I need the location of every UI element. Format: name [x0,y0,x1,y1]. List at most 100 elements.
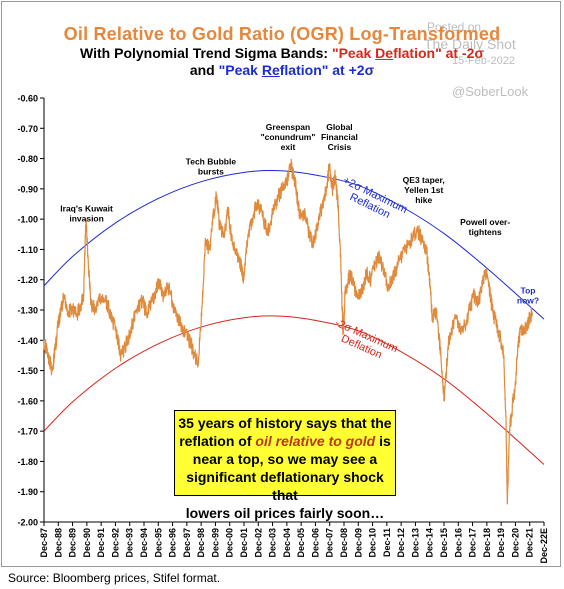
x-tick-label: Dec-22E [539,528,549,564]
ogr-data-point [517,345,519,347]
ogr-data-point [54,348,56,350]
annotation-tech-line: Tech Bubble [186,157,237,167]
ogr-data-point [506,503,508,505]
commentary-line-2-italic: oil relative to gold [255,433,376,449]
y-tick-label: -0.90 [17,184,38,194]
ogr-data-point [451,327,453,329]
subtitle-prefix-2: and [189,62,219,78]
ogr-data-point [387,285,389,287]
annotation-kuwait-line: invasion [69,214,103,224]
x-tick-label: Dec-12 [396,528,406,558]
commentary-line-4: significant deflationary shock that [186,469,384,503]
x-tick-label: Dec-06 [310,528,320,558]
ogr-data-point [447,345,449,347]
ogr-data-point [347,279,349,281]
x-tick-label: Dec-88 [53,528,63,558]
ogr-data-point [525,324,528,326]
ogr-data-point [98,300,101,302]
x-tick-label: Dec-91 [96,528,106,558]
y-tick-label: -2.00 [17,518,38,528]
ogr-data-point [67,312,69,314]
subtitle-blue-a: "Peak [218,62,262,78]
ogr-data-point [218,224,221,226]
x-tick-label: Dec-09 [353,528,363,558]
x-tick-label: Dec-94 [139,528,149,558]
ogr-data-point [528,318,531,320]
ogr-data-point [400,257,402,260]
annotation-greenspan-line: exit [281,142,296,152]
ogr-data-point [83,294,85,296]
commentary-line-2: reflation of oil relative to gold is [175,432,395,450]
ogr-data-point [294,182,296,184]
annotation-top-line: now? [517,295,539,305]
ogr-data-point [340,263,342,266]
annotation-qe3-line: Yellen 1st [404,185,443,195]
ogr-data-point [180,324,182,326]
x-tick-label: Dec-02 [253,528,263,558]
ogr-data-point [51,369,53,372]
ogr-data-point [353,285,355,287]
ogr-data-point [255,203,258,205]
x-tick-label: Dec-95 [153,528,163,558]
ogr-data-point [304,212,306,214]
ogr-data-point [300,218,302,220]
ogr-data-point [213,212,215,214]
ogr-data-point [240,263,242,266]
ogr-data-point [395,267,398,269]
ogr-data-point [43,339,45,341]
annotation-gfc-line: Crisis [328,142,352,152]
x-tick-label: Dec-99 [210,528,220,558]
x-tick-label: Dec-21 [525,528,535,558]
ogr-data-point [154,294,156,296]
watermark-posted: Posted on [427,20,482,34]
x-tick-label: Dec-98 [196,528,206,558]
commentary-line-2-suffix: is [375,433,391,449]
x-tick-label: Dec-90 [82,528,92,558]
y-tick-label: -1.70 [17,427,38,437]
ogr-data-point [460,333,462,335]
ogr-data-point [523,333,525,335]
ogr-data-point [500,339,502,341]
ogr-data-point [487,279,489,281]
ogr-data-point [443,400,446,402]
ogr-data-point [508,430,511,432]
annotation-powell-line: tightens [469,227,502,237]
x-tick-label: Dec-92 [110,528,120,558]
ogr-data-point [193,351,195,353]
ogr-data-point [428,279,431,281]
commentary-line-5: lowers oil prices fairly soon… [185,505,385,521]
ogr-data-point [107,306,109,308]
ogr-data-point [505,415,507,417]
ogr-data-point [171,300,173,302]
ogr-data-point [325,188,328,190]
x-tick-label: Dec-03 [268,528,278,558]
y-tick-label: -1.00 [17,215,38,225]
ogr-data-point [208,248,211,251]
y-tick-label: -0.60 [17,94,38,104]
ogr-data-point [184,333,186,335]
x-tick-label: Dec-00 [225,528,235,558]
ogr-data-point [413,233,415,235]
ogr-data-point [57,324,59,326]
ogr-data-point [243,279,245,281]
ogr-data-point [378,254,381,257]
x-tick-label: Dec-87 [39,528,49,558]
y-tick-label: -0.70 [17,124,38,134]
annotation-qe3-line: hike [415,195,432,205]
chart-axes: -0.60 -0.70 -0.80 -0.90 -1.00 -1.10 -1.20 -1.30… [17,94,549,564]
ogr-data-point [47,354,49,357]
ogr-data-point [425,248,428,251]
x-tick-label: Dec-07 [325,528,335,558]
x-tick-label: Dec-89 [68,528,78,558]
ogr-data-point [440,354,442,357]
ogr-data-point [251,218,253,220]
ogr-data-point [223,236,225,238]
ogr-data-point [473,294,475,296]
ogr-data-point [468,309,471,311]
